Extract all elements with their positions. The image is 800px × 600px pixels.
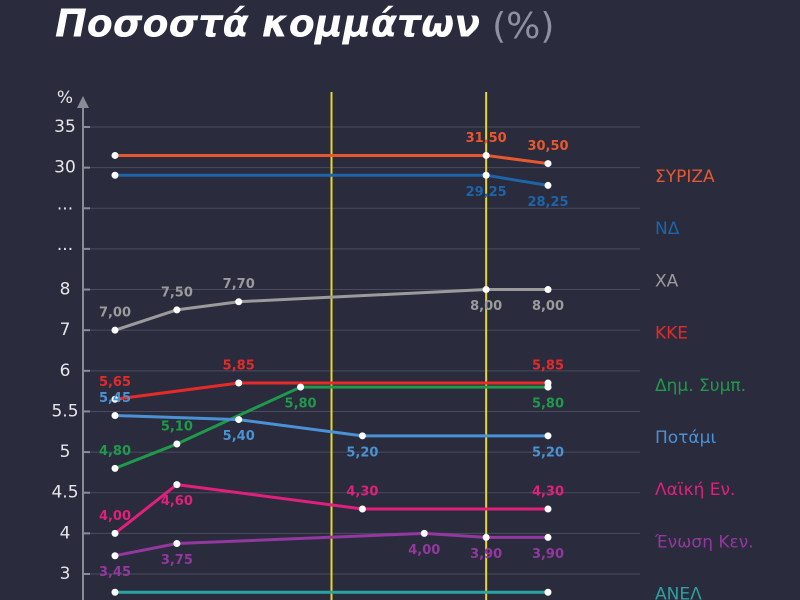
data-label: 4,30	[346, 484, 378, 499]
data-point	[173, 481, 181, 489]
data-point	[544, 286, 552, 294]
data-point	[297, 383, 305, 391]
legend-label: Λαϊκή Εν.	[655, 480, 735, 500]
data-point	[544, 160, 552, 168]
data-label: 3,90	[532, 547, 564, 562]
data-point	[173, 540, 181, 548]
data-point	[111, 171, 119, 179]
data-label: 4,80	[99, 444, 131, 459]
data-point	[111, 395, 119, 403]
data-point	[482, 286, 490, 294]
y-axis-label: %	[57, 88, 73, 108]
data-point	[235, 416, 243, 424]
data-point	[235, 379, 243, 387]
data-point	[544, 181, 552, 189]
legend-label: Δημ. Συμπ.	[655, 376, 746, 396]
data-point	[173, 306, 181, 314]
series-line	[114, 414, 548, 438]
data-point	[482, 171, 490, 179]
title-unit: (%)	[492, 6, 554, 47]
data-label: 5,45	[99, 391, 131, 406]
data-point	[358, 505, 366, 513]
data-label: 31,50	[466, 131, 507, 146]
data-label: 7,00	[99, 306, 131, 321]
y-tick-label: 35	[54, 117, 76, 137]
data-point	[111, 412, 119, 420]
data-label: 7,50	[161, 285, 193, 300]
legend-label: ΚΚΕ	[655, 324, 688, 344]
series-line	[114, 385, 548, 470]
y-axis-arrow	[77, 96, 89, 108]
legend-label: Ένωση Κεν.	[654, 532, 754, 552]
data-label: 8,00	[532, 299, 564, 314]
data-label: 5,10	[161, 419, 193, 434]
data-point	[173, 440, 181, 448]
data-label: 29,25	[466, 185, 507, 200]
data-point	[358, 432, 366, 440]
data-point	[235, 298, 243, 306]
data-label: 8,00	[470, 299, 502, 314]
data-label: 4,00	[99, 509, 131, 524]
y-tick-label: ...	[57, 235, 73, 255]
y-tick-label: 30	[54, 158, 76, 178]
data-label: 3,45	[99, 565, 131, 580]
data-label: 5,20	[346, 445, 378, 460]
y-tick-label: 3	[60, 564, 71, 584]
data-label: 4,30	[532, 484, 564, 499]
y-tick-label: 5.5	[51, 401, 78, 421]
data-point	[544, 383, 552, 391]
y-tick-label: 7	[60, 320, 71, 340]
data-label: 7,70	[223, 277, 255, 292]
legend-label: ΧΑ	[655, 271, 679, 291]
data-label: 5,20	[532, 445, 564, 460]
y-tick-label: 6	[60, 361, 71, 381]
legend-label: ΝΔ	[655, 219, 680, 239]
data-point	[111, 552, 119, 560]
data-point	[544, 505, 552, 513]
y-tick-label: 8	[60, 280, 71, 300]
data-point	[111, 529, 119, 537]
data-point	[544, 432, 552, 440]
data-label: 5,80	[285, 397, 317, 412]
y-tick-label: 4	[60, 523, 71, 543]
data-label: 3,75	[161, 553, 193, 568]
data-point	[420, 529, 428, 537]
data-label: 30,50	[527, 139, 568, 154]
data-point	[111, 326, 119, 334]
data-label: 5,65	[99, 375, 131, 390]
data-point	[482, 151, 490, 159]
y-tick-label: ...	[57, 194, 73, 214]
chart-title: Ποσοστά κομμάτων	[55, 2, 480, 46]
data-label: 5,80	[532, 397, 564, 412]
data-point	[482, 533, 490, 541]
y-tick-label: 4.5	[51, 483, 78, 503]
data-label: 5,85	[223, 359, 255, 374]
legend-label: Ποτάμι	[655, 428, 716, 448]
data-point	[544, 588, 552, 596]
data-point	[111, 151, 119, 159]
series-line	[114, 483, 548, 535]
data-label: 3,90	[470, 547, 502, 562]
data-label: 5,40	[223, 429, 255, 444]
data-label: 4,60	[161, 494, 193, 509]
legend-label: ΣΥΡΙΖΑ	[655, 167, 715, 187]
y-tick-label: 5	[60, 442, 71, 462]
data-label: 28,25	[527, 195, 568, 210]
data-point	[111, 464, 119, 472]
data-label: 5,85	[532, 359, 564, 374]
data-label: 4,00	[408, 543, 440, 558]
legend-label: ΑΝΕΛ	[655, 585, 702, 600]
data-point	[544, 533, 552, 541]
data-point	[111, 588, 119, 596]
